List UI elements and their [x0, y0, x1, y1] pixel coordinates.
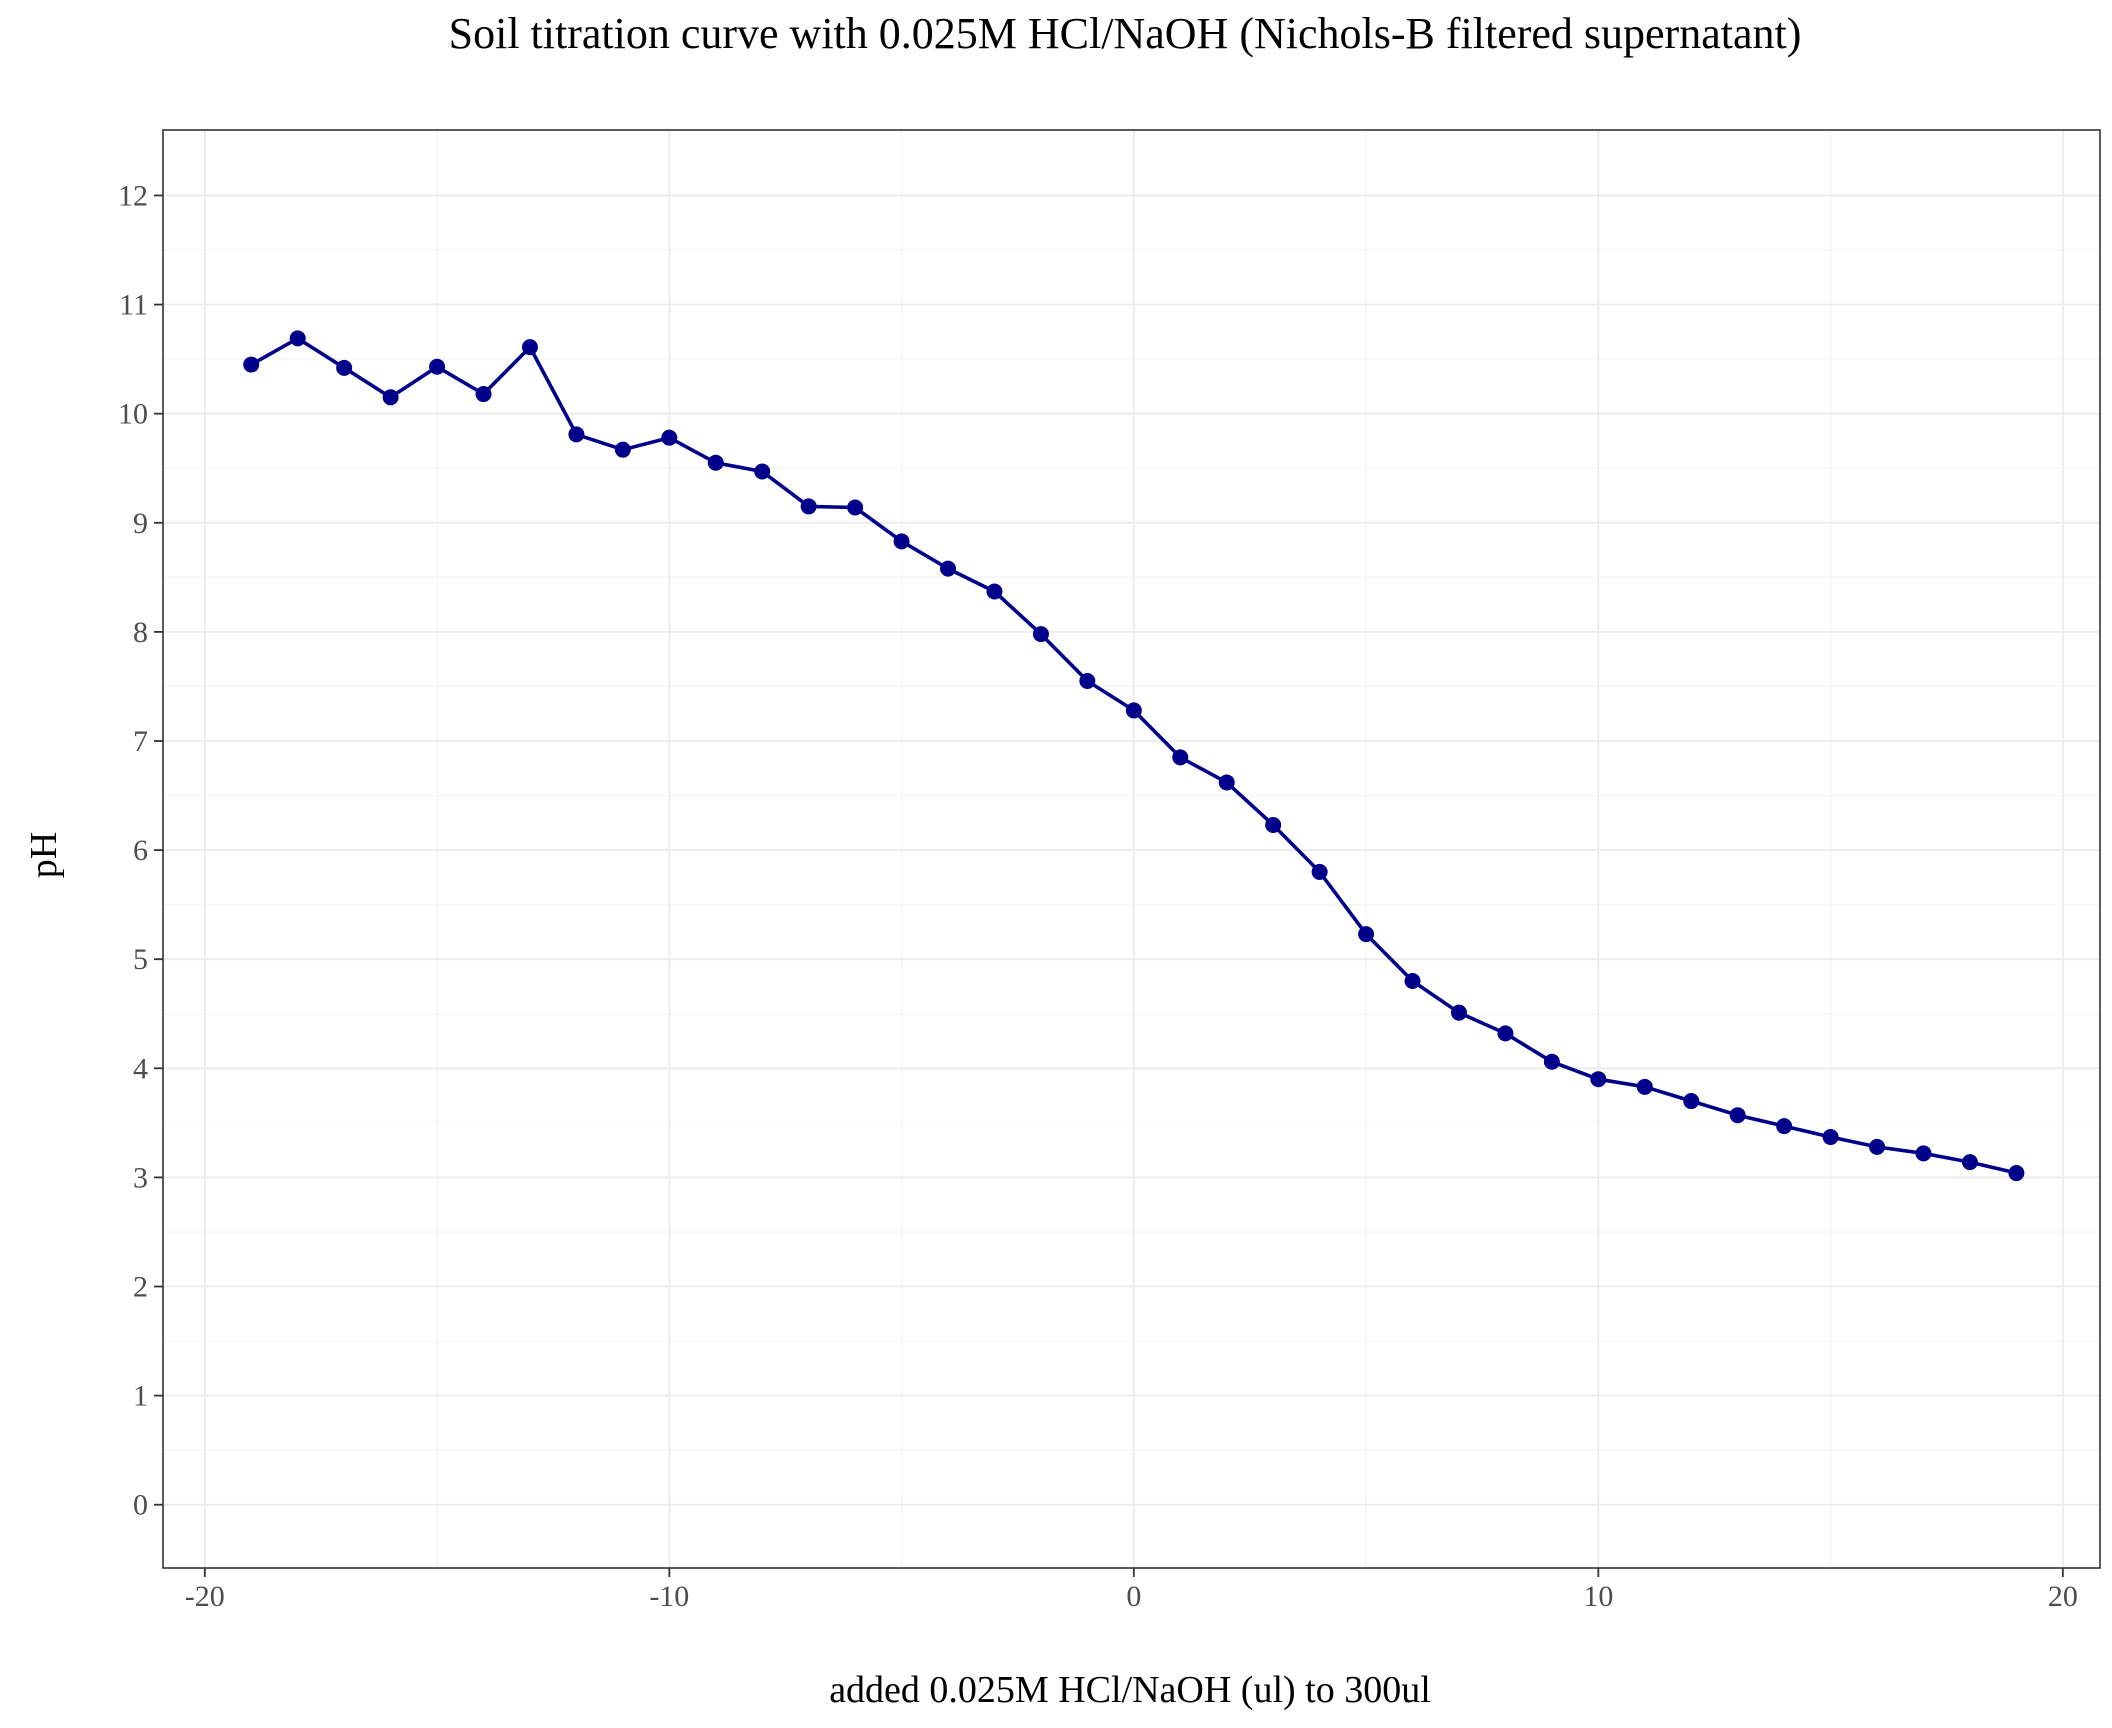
data-point	[986, 583, 1003, 600]
y-tick-label: 7	[133, 725, 148, 758]
grid-lines	[163, 130, 2100, 1568]
data-point	[475, 386, 492, 403]
y-tick-label: 1	[133, 1380, 148, 1413]
data-point	[1125, 702, 1142, 719]
data-point	[1450, 1004, 1467, 1021]
data-point	[893, 533, 910, 550]
data-point	[1543, 1053, 1560, 1070]
data-point	[243, 356, 260, 373]
data-point	[521, 339, 538, 356]
y-axis-title: pH	[23, 832, 65, 878]
data-point	[2008, 1165, 2025, 1182]
y-tick-label: 10	[118, 398, 148, 431]
data-point	[1265, 816, 1282, 833]
y-tick-label: 2	[133, 1271, 148, 1304]
data-point	[1404, 973, 1421, 990]
data-point	[1079, 672, 1096, 689]
data-point	[336, 359, 353, 376]
y-tick-label: 5	[133, 943, 148, 976]
data-point	[1822, 1129, 1839, 1146]
y-tick-label: 11	[119, 289, 148, 322]
y-tick-label: 0	[133, 1489, 148, 1522]
data-point	[1869, 1138, 1886, 1155]
data-point	[1915, 1145, 1932, 1162]
data-point	[568, 426, 585, 443]
data-point	[661, 429, 678, 446]
x-tick-label: -10	[649, 1580, 689, 1613]
data-point	[1172, 749, 1189, 766]
data-point	[1729, 1107, 1746, 1124]
data-point	[847, 499, 864, 516]
data-point	[289, 330, 306, 347]
y-tick-label: 9	[133, 507, 148, 540]
panel-border	[162, 129, 2101, 1569]
data-point	[429, 358, 446, 375]
x-axis-title: added 0.025M HCl/NaOH (ul) to 300ul	[829, 1669, 1431, 1711]
data-series	[243, 330, 2025, 1182]
x-tick-label: 10	[1583, 1580, 1613, 1613]
data-point	[707, 454, 724, 471]
data-point	[754, 463, 771, 480]
data-point	[1961, 1154, 1978, 1171]
x-tick-label: 20	[2048, 1580, 2078, 1613]
data-point	[1683, 1093, 1700, 1110]
data-point	[1590, 1071, 1607, 1088]
y-tick-label: 3	[133, 1161, 148, 1194]
data-point	[1497, 1025, 1514, 1042]
data-point	[1776, 1118, 1793, 1135]
x-tick-label: 0	[1126, 1580, 1141, 1613]
data-point	[800, 498, 817, 515]
data-point	[1636, 1078, 1653, 1095]
y-tick-label: 4	[133, 1052, 148, 1085]
y-tick-label: 12	[118, 179, 148, 212]
x-tick-label: -20	[185, 1580, 225, 1613]
data-point	[1358, 926, 1375, 943]
y-tick-label: 6	[133, 834, 148, 867]
y-tick-label: 8	[133, 616, 148, 649]
data-point	[1032, 626, 1049, 643]
data-point	[382, 389, 399, 406]
data-point	[614, 441, 631, 458]
data-point	[1311, 863, 1328, 880]
chart-title: Soil titration curve with 0.025M HCl/NaO…	[449, 9, 1802, 58]
data-point	[940, 560, 957, 577]
data-point	[1218, 774, 1235, 791]
